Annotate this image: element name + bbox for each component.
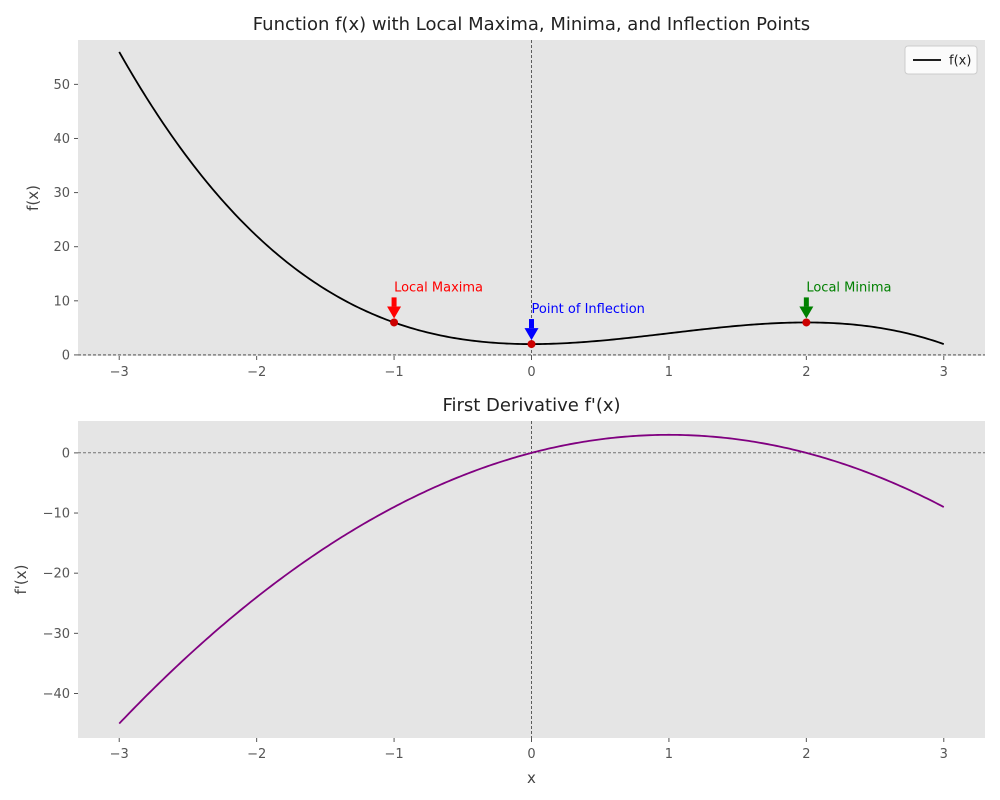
annotation-arrow [799, 297, 814, 319]
y-tick-label: −40 [43, 687, 70, 702]
arrow-head [799, 306, 814, 319]
critical-point-marker [390, 318, 399, 327]
annotation-arrow [387, 297, 402, 319]
y-tick-label: 0 [62, 348, 70, 363]
x-tick-label: 0 [527, 365, 535, 380]
y-tick-label: 0 [62, 446, 70, 461]
y-tick-label: −20 [43, 567, 70, 582]
x-tick-label: 2 [802, 747, 810, 762]
y-tick-label: 30 [53, 186, 70, 201]
annotation-label: Point of Inflection [532, 302, 645, 317]
y-tick-label: −10 [43, 507, 70, 522]
annotation-label: Local Maxima [394, 280, 483, 295]
function-chart: Function f(x) with Local Maxima, Minima,… [24, 14, 985, 380]
y-tick-label: −30 [43, 627, 70, 642]
arrow-shaft [529, 319, 534, 329]
critical-point-marker [802, 318, 811, 327]
derivative-chart: First Derivative f'(x)f'(x)x−3 −2 −1 0 1 2 3−4… [12, 395, 985, 787]
y-tick-label: 10 [53, 294, 70, 309]
x-tick-label: 3 [940, 365, 948, 380]
x-tick-label: 0 [527, 747, 535, 762]
critical-point-marker [527, 340, 536, 349]
arrow-head [387, 306, 402, 319]
x-tick-label: 2 [802, 365, 810, 380]
annotation-arrow [524, 319, 539, 341]
chart-title: First Derivative f'(x) [442, 395, 620, 416]
derivative-series-line [118, 433, 945, 725]
x-axis-label: x [527, 769, 536, 787]
x-tick-label: −1 [384, 365, 403, 380]
y-tick-label: 50 [53, 78, 70, 93]
arrow-shaft [391, 297, 397, 307]
chart-title: Function f(x) with Local Maxima, Minima,… [253, 14, 810, 35]
y-axis-label: f'(x) [12, 565, 30, 595]
arrow-shaft [803, 297, 809, 307]
legend-entry: f(x) [949, 54, 971, 69]
y-axis-label: f(x) [24, 185, 42, 211]
arrow-head [524, 328, 539, 341]
x-tick-label: −2 [247, 365, 266, 380]
x-tick-label: −3 [110, 365, 129, 380]
legend: f(x) [904, 45, 978, 75]
x-tick-label: 1 [665, 365, 673, 380]
x-tick-label: −2 [247, 747, 266, 762]
x-tick-label: −3 [110, 747, 129, 762]
x-tick-label: 3 [940, 747, 948, 762]
annotation-label: Local Minima [806, 280, 891, 295]
y-tick-label: 40 [53, 132, 70, 147]
x-tick-label: 1 [665, 747, 673, 762]
x-tick-label: −1 [384, 747, 403, 762]
y-tick-label: 20 [53, 240, 70, 255]
